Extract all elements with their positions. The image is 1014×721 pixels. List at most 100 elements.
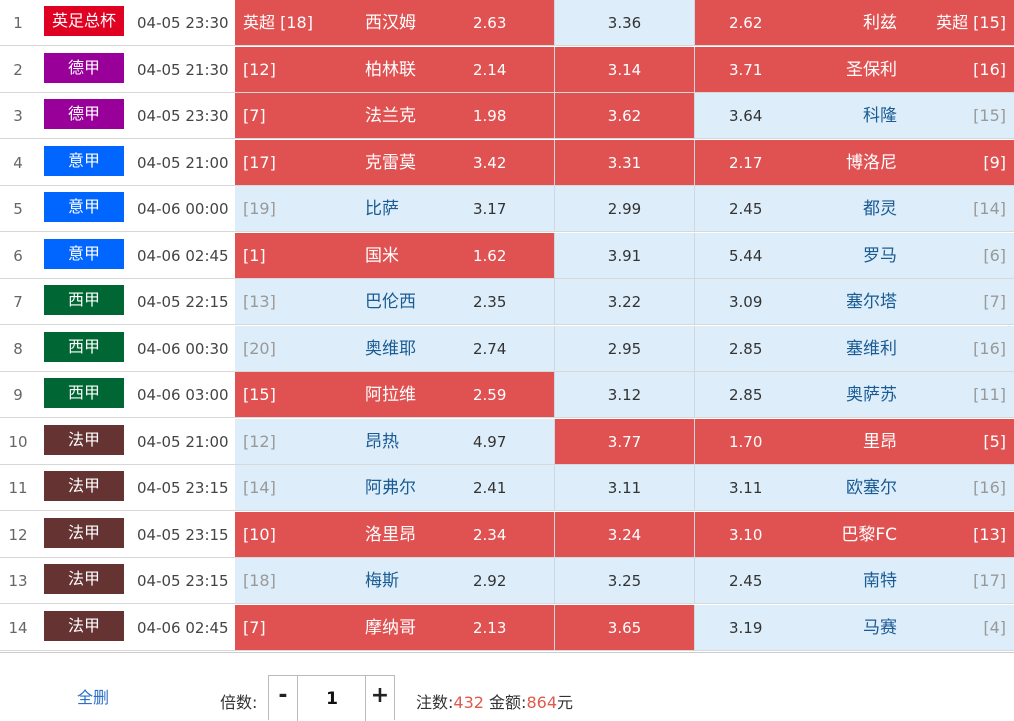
win-odds: 2.13 — [473, 618, 507, 637]
home-rank: [15] — [243, 385, 276, 404]
home-team: 西汉姆 — [365, 13, 416, 33]
league-badge[interactable]: 法甲 — [44, 517, 124, 548]
match-row: 3 德甲 04-05 23:30 [7] 法兰克 1.98 3.62 3.64 科隆 [15] — [0, 93, 1014, 140]
draw-option[interactable]: 3.77 — [555, 418, 695, 465]
away-win-option[interactable]: 2.85 奥萨苏 [11] — [695, 372, 1014, 418]
match-time: 04-06 02:45 — [134, 604, 235, 651]
home-win-option[interactable]: [7] 摩纳哥 2.13 — [235, 604, 555, 651]
loss-odds: 5.44 — [729, 246, 763, 265]
league-cell: 意甲 — [36, 139, 134, 186]
win-odds: 1.62 — [473, 246, 507, 265]
multiplier-input[interactable] — [298, 676, 366, 721]
draw-option[interactable]: 3.91 — [555, 232, 695, 279]
away-win-option[interactable]: 1.70 里昂 [5] — [695, 418, 1014, 465]
away-team: 利兹 — [863, 13, 897, 33]
home-win-option[interactable]: [13] 巴伦西 2.35 — [235, 279, 555, 325]
match-index: 7 — [0, 279, 36, 325]
league-badge[interactable]: 意甲 — [44, 145, 124, 176]
home-team: 梅斯 — [365, 571, 399, 591]
league-badge[interactable]: 法甲 — [44, 471, 124, 501]
match-index: 14 — [0, 604, 36, 651]
match-time: 04-06 00:00 — [134, 186, 235, 232]
draw-option[interactable]: 3.36 — [555, 0, 695, 46]
league-badge[interactable]: 法甲 — [44, 564, 124, 594]
draw-option[interactable]: 3.25 — [555, 558, 695, 604]
home-win-option[interactable]: [12] 柏林联 2.14 — [235, 46, 555, 93]
home-win-option[interactable]: [20] 奥维耶 2.74 — [235, 325, 555, 372]
draw-option[interactable]: 3.14 — [555, 46, 695, 93]
home-win-option[interactable]: [14] 阿弗尔 2.41 — [235, 465, 555, 511]
home-team: 克雷莫 — [365, 152, 416, 173]
draw-option[interactable]: 3.24 — [555, 511, 695, 558]
home-win-option[interactable]: [15] 阿拉维 2.59 — [235, 372, 555, 418]
clear-all-button[interactable]: 全删 — [77, 688, 110, 707]
away-rank: [16] — [973, 59, 1006, 79]
home-rank: [18] — [243, 571, 276, 590]
away-team: 欧塞尔 — [846, 478, 897, 498]
away-rank: 英超 [15] — [936, 13, 1006, 32]
home-win-option[interactable]: [17] 克雷莫 3.42 — [235, 139, 555, 186]
league-badge[interactable]: 西甲 — [44, 378, 124, 408]
away-win-option[interactable]: 3.10 巴黎FC [13] — [695, 511, 1014, 558]
draw-option[interactable]: 3.11 — [555, 465, 695, 511]
league-badge[interactable]: 意甲 — [44, 192, 124, 222]
league-cell: 英足总杯 — [36, 0, 134, 46]
draw-option[interactable]: 3.31 — [555, 139, 695, 186]
away-team: 奥萨苏 — [846, 385, 897, 405]
away-win-option[interactable]: 3.09 塞尔塔 [7] — [695, 279, 1014, 325]
home-win-option[interactable]: [19] 比萨 3.17 — [235, 186, 555, 232]
match-row: 13 法甲 04-05 23:15 [18] 梅斯 2.92 3.25 2.45 南特 [17] — [0, 558, 1014, 605]
draw-option[interactable]: 3.12 — [555, 372, 695, 418]
away-win-option[interactable]: 3.19 马赛 [4] — [695, 604, 1014, 651]
draw-option[interactable]: 2.95 — [555, 325, 695, 372]
draw-option[interactable]: 3.65 — [555, 604, 695, 651]
loss-odds: 2.45 — [729, 200, 763, 218]
league-badge[interactable]: 法甲 — [44, 424, 124, 455]
match-time: 04-05 22:15 — [134, 279, 235, 325]
draw-option[interactable]: 3.62 — [555, 93, 695, 139]
home-win-option[interactable]: [1] 国米 1.62 — [235, 232, 555, 279]
match-index: 9 — [0, 372, 36, 418]
home-rank: [10] — [243, 524, 276, 544]
win-odds: 2.14 — [473, 60, 507, 79]
bet-footer: 全删 倍数: - + 注数:432 金额:864元 — [0, 652, 1014, 721]
league-badge[interactable]: 英足总杯 — [44, 6, 124, 36]
home-win-option[interactable]: [7] 法兰克 1.98 — [235, 93, 555, 139]
draw-option[interactable]: 2.99 — [555, 186, 695, 232]
away-win-option[interactable]: 2.62 利兹 英超 [15] — [695, 0, 1014, 46]
league-cell: 西甲 — [36, 325, 134, 372]
league-badge[interactable]: 意甲 — [44, 238, 124, 269]
match-time: 04-05 23:30 — [134, 93, 235, 139]
league-badge[interactable]: 德甲 — [44, 52, 124, 83]
loss-odds: 3.10 — [729, 525, 763, 544]
increase-multiplier-button[interactable]: + — [365, 676, 394, 721]
draw-option[interactable]: 3.22 — [555, 279, 695, 325]
away-win-option[interactable]: 2.45 都灵 [14] — [695, 186, 1014, 232]
home-win-option[interactable]: 英超 [18] 西汉姆 2.63 — [235, 0, 555, 46]
home-rank: [12] — [243, 431, 276, 451]
away-win-option[interactable]: 2.45 南特 [17] — [695, 558, 1014, 604]
away-win-option[interactable]: 5.44 罗马 [6] — [695, 232, 1014, 279]
loss-odds: 2.45 — [729, 572, 763, 590]
league-cell: 法甲 — [36, 558, 134, 604]
match-time: 04-05 23:15 — [134, 511, 235, 558]
league-badge[interactable]: 德甲 — [44, 99, 124, 129]
away-win-option[interactable]: 3.11 欧塞尔 [16] — [695, 465, 1014, 511]
league-badge[interactable]: 法甲 — [44, 610, 124, 641]
league-badge[interactable]: 西甲 — [44, 285, 124, 315]
loss-odds: 2.17 — [729, 153, 763, 172]
away-win-option[interactable]: 2.17 博洛尼 [9] — [695, 139, 1014, 186]
home-win-option[interactable]: [18] 梅斯 2.92 — [235, 558, 555, 604]
league-cell: 法甲 — [36, 418, 134, 465]
league-cell: 德甲 — [36, 93, 134, 139]
away-win-option[interactable]: 3.71 圣保利 [16] — [695, 46, 1014, 93]
home-win-option[interactable]: [12] 昂热 4.97 — [235, 418, 555, 465]
away-win-option[interactable]: 2.85 塞维利 [16] — [695, 325, 1014, 372]
home-win-option[interactable]: [10] 洛里昂 2.34 — [235, 511, 555, 558]
league-badge[interactable]: 西甲 — [44, 331, 124, 362]
decrease-multiplier-button[interactable]: - — [269, 676, 298, 721]
match-row: 7 西甲 04-05 22:15 [13] 巴伦西 2.35 3.22 3.09 塞尔塔 [7] — [0, 279, 1014, 326]
match-row: 8 西甲 04-06 00:30 [20] 奥维耶 2.74 2.95 2.85 塞维利 [16] — [0, 325, 1014, 373]
match-row: 9 西甲 04-06 03:00 [15] 阿拉维 2.59 3.12 2.85 奥萨苏 [11] — [0, 372, 1014, 419]
away-win-option[interactable]: 3.64 科隆 [15] — [695, 93, 1014, 139]
